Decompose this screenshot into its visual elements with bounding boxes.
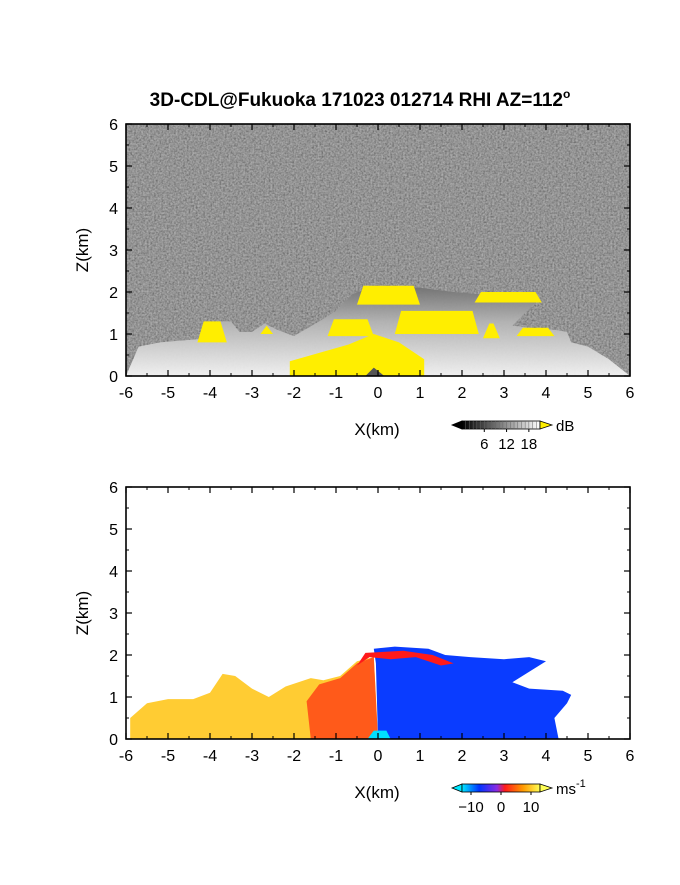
velocity-region-receding [306,657,378,739]
saturated-echo [474,292,542,303]
x-tick-label: -1 [329,748,343,765]
x-tick-label: -2 [287,748,301,765]
colorbar-over-triangle [539,420,554,430]
x-tick-label: -4 [203,385,217,402]
y-tick-label: 4 [109,201,118,218]
x-tick-label: 0 [374,748,383,765]
velocity-region-near-zero [367,730,391,739]
y-tick-label: 1 [109,690,118,707]
y-tick-label: 4 [109,564,118,581]
x-tick-label: 3 [500,748,509,765]
x-tick-label: 5 [584,385,593,402]
colorbar-tick-label: 18 [521,436,538,453]
x-tick-label: 4 [542,748,551,765]
x-tick-label: -5 [161,385,175,402]
y-tick-label: 5 [109,522,118,539]
y-tick-label: 2 [109,648,118,665]
x-tick-label: -3 [245,385,259,402]
x-tick-label: -6 [119,748,133,765]
colorbar-gradient [461,420,541,430]
saturated-echo [327,319,374,337]
y-tick-label: 0 [109,732,118,749]
velocity-panel: -6 -5 -4 -3 -2 -1 0 1 2 3 4 5 6 0 1 2 3 4 5 6 X(km) Z(km) −10 0… [73,480,635,816]
colorbar-tick-label: 12 [498,436,515,453]
colorbar-tick-label: 6 [480,436,488,453]
colorbar-over-triangle [539,783,554,793]
figure-title: 3D-CDL@Fukuoka 171023 012714 RHI AZ=112o [150,87,571,111]
y-tick-label: 2 [109,285,118,302]
saturated-echo [516,327,555,337]
y-tick-label: 6 [109,117,118,134]
saturated-echo [394,310,479,334]
x-tick-label: -6 [119,385,133,402]
saturated-echo [289,334,425,376]
y-axis-label: Z(km) [73,228,92,272]
echo-region [126,285,630,376]
x-tick-label: -4 [203,748,217,765]
x-tick-label: -5 [161,748,175,765]
velocity-region-approaching [373,646,572,739]
colorbar-gradient [461,783,541,793]
colorbar-unit: dB [556,418,574,435]
colorbar-under-triangle [450,783,463,793]
x-axis-label: X(km) [354,783,399,802]
x-tick-label: 5 [584,748,593,765]
x-axis-label: X(km) [354,420,399,439]
x-tick-label: 1 [416,748,425,765]
plot-area [130,646,572,739]
x-tick-label: 0 [374,385,383,402]
x-tick-label: 6 [626,748,635,765]
radar-site-clutter [365,367,385,376]
velocity-region-receding [357,650,454,666]
x-tick-label: 2 [458,385,467,402]
x-tick-label: 4 [542,385,551,402]
saturated-echo [260,325,273,334]
y-tick-label: 0 [109,369,118,386]
colorbar-under-triangle [450,420,463,430]
colorbar: −10 0 10 ms-1 [450,778,586,816]
colorbar-tick-label: 0 [497,799,505,816]
colorbar: 6 12 18 dB [450,418,574,453]
saturated-echo [197,321,227,343]
colorbar-tick-label: 10 [523,799,540,816]
x-tick-label: 3 [500,385,509,402]
x-tick-label: 1 [416,385,425,402]
x-tick-label: 2 [458,748,467,765]
saturated-echo [357,285,420,305]
x-tick-label: 6 [626,385,635,402]
plot-area [126,124,630,376]
y-tick-label: 1 [109,327,118,344]
x-tick-label: -3 [245,748,259,765]
y-tick-label: 3 [109,606,118,623]
y-tick-label: 5 [109,159,118,176]
y-axis-label: Z(km) [73,591,92,635]
x-tick-label: -1 [329,385,343,402]
saturated-echo [483,323,500,339]
colorbar-unit: ms-1 [556,778,586,798]
x-tick-label: -2 [287,385,301,402]
y-tick-label: 6 [109,480,118,497]
y-tick-label: 3 [109,243,118,260]
colorbar-tick-label: −10 [458,799,483,816]
